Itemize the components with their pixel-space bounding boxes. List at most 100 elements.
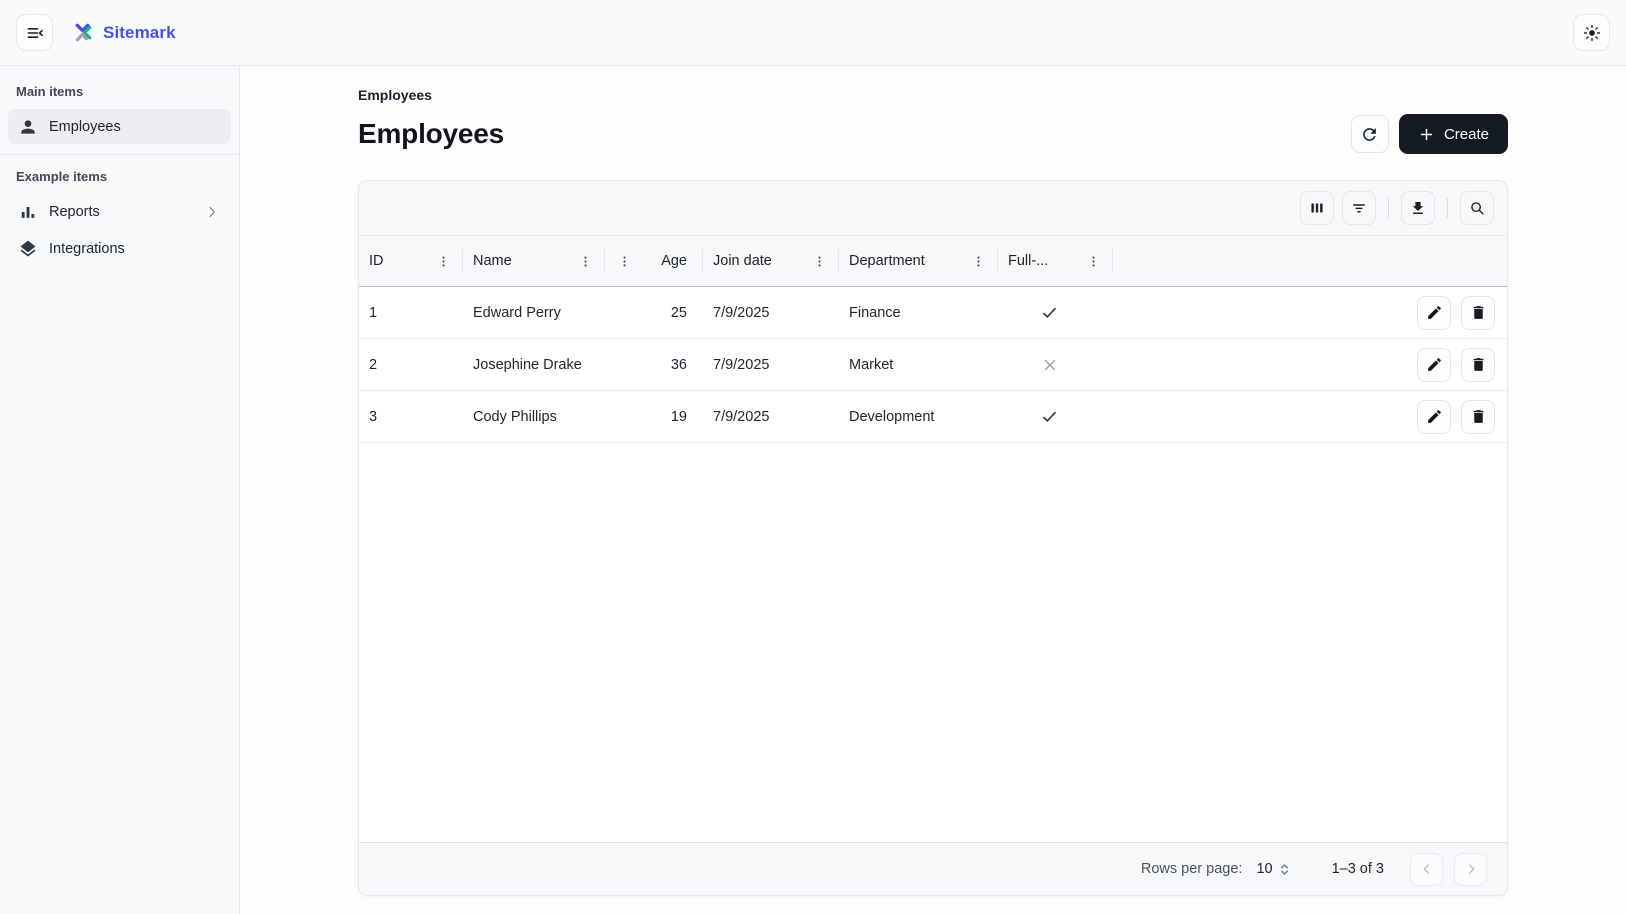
cell-department: Market <box>849 356 894 373</box>
column-menu-icon[interactable] <box>1084 252 1103 271</box>
column-header-department[interactable]: Department <box>839 245 998 277</box>
pencil-icon <box>1426 356 1443 373</box>
data-grid: ID Name Age <box>358 180 1508 896</box>
edit-button[interactable] <box>1417 399 1451 434</box>
top-bar: Sitemark <box>0 0 1626 66</box>
sidebar-item-label: Employees <box>49 118 121 135</box>
export-button[interactable] <box>1401 191 1435 225</box>
cell-join-date: 7/9/2025 <box>713 356 770 373</box>
pencil-icon <box>1426 304 1443 321</box>
columns-button[interactable] <box>1300 191 1334 225</box>
refresh-icon <box>1360 125 1379 144</box>
toolbar-divider <box>1447 198 1448 218</box>
filter-icon <box>1350 199 1368 217</box>
pagination-range: 1–3 of 3 <box>1331 861 1384 877</box>
brand-name: Sitemark <box>103 22 176 42</box>
close-icon <box>1041 356 1059 374</box>
grid-footer: Rows per page: 10 1–3 of 3 <box>359 842 1507 895</box>
column-menu-icon[interactable] <box>434 252 453 271</box>
filter-button[interactable] <box>1342 191 1376 225</box>
next-page-button[interactable] <box>1454 852 1487 886</box>
row-actions <box>1379 399 1507 434</box>
cell-join-date: 7/9/2025 <box>713 408 770 425</box>
cell-id: 2 <box>369 356 378 373</box>
check-icon <box>1040 407 1059 426</box>
rows-per-page-value: 10 <box>1256 861 1273 877</box>
column-header-age[interactable]: Age <box>605 245 703 277</box>
sidebar-section-example-items: Example items <box>16 169 108 184</box>
plus-icon <box>1418 126 1435 143</box>
sidebar-item-employees[interactable]: Employees <box>8 109 231 144</box>
bar-chart-icon <box>18 202 38 222</box>
delete-button[interactable] <box>1461 399 1495 434</box>
cell-id: 3 <box>369 408 378 425</box>
cell-name: Cody Phillips <box>473 408 557 425</box>
chevron-right-icon <box>1463 861 1479 877</box>
create-button[interactable]: Create <box>1398 114 1508 154</box>
main-content: Employees Employees <box>240 66 1626 914</box>
cell-id: 1 <box>369 304 378 321</box>
column-menu-icon[interactable] <box>576 252 595 271</box>
download-icon <box>1409 199 1427 217</box>
cell-age: 36 <box>670 356 687 373</box>
edit-button[interactable] <box>1417 347 1451 382</box>
edit-button[interactable] <box>1417 295 1451 330</box>
trash-icon <box>1470 304 1487 321</box>
layers-icon <box>18 239 38 259</box>
column-header-name[interactable]: Name <box>463 245 605 277</box>
columns-icon <box>1308 199 1326 217</box>
cell-age: 25 <box>670 304 687 321</box>
search-button[interactable] <box>1460 191 1494 225</box>
sidebar-item-label: Reports <box>49 203 100 220</box>
cell-name: Josephine Drake <box>473 356 582 373</box>
column-header-join-date[interactable]: Join date <box>703 245 839 277</box>
delete-button[interactable] <box>1461 347 1495 382</box>
delete-button[interactable] <box>1461 295 1495 330</box>
cell-age: 19 <box>670 408 687 425</box>
column-menu-icon[interactable] <box>615 252 634 271</box>
sidebar-section-main-items: Main items <box>16 84 84 99</box>
table-row[interactable]: 3 Cody Phillips 19 7/9/2025 Development <box>359 391 1507 443</box>
sidebar-item-reports[interactable]: Reports <box>8 194 231 229</box>
sidebar-item-label: Integrations <box>49 240 125 257</box>
sidebar-divider <box>0 154 239 155</box>
spinner-icon <box>1277 862 1292 877</box>
page-title: Employees <box>358 118 505 149</box>
create-button-label: Create <box>1443 125 1489 143</box>
column-menu-icon[interactable] <box>810 252 829 271</box>
toolbar-divider <box>1388 198 1389 218</box>
grid-toolbar <box>359 181 1507 235</box>
row-actions <box>1379 295 1507 330</box>
trash-icon <box>1470 356 1487 373</box>
grid-empty-area <box>359 443 1507 842</box>
row-actions <box>1379 347 1507 382</box>
sidebar: Main items Employees Example items Repor… <box>0 66 240 914</box>
cell-full-time <box>998 407 1113 426</box>
person-icon <box>18 117 38 137</box>
column-header-id[interactable]: ID <box>359 245 463 277</box>
trash-icon <box>1470 408 1487 425</box>
search-icon <box>1468 199 1486 217</box>
breadcrumb: Employees <box>358 87 432 103</box>
rows-per-page-select[interactable]: 10 <box>1256 861 1291 877</box>
cell-name: Edward Perry <box>473 304 561 321</box>
chevron-right-icon <box>203 203 221 221</box>
rows-per-page-label: Rows per page: <box>1140 861 1243 877</box>
column-header-full-time[interactable]: Full-... <box>998 245 1113 277</box>
grid-header-row: ID Name Age <box>359 235 1507 287</box>
previous-page-button[interactable] <box>1410 852 1443 886</box>
column-header-actions <box>1379 245 1507 277</box>
table-row[interactable]: 1 Edward Perry 25 7/9/2025 Finance <box>359 287 1507 339</box>
sidebar-toggle-button[interactable] <box>16 14 53 51</box>
theme-toggle-button[interactable] <box>1573 14 1610 51</box>
cell-department: Finance <box>849 304 901 321</box>
refresh-button[interactable] <box>1350 115 1389 153</box>
sitemark-logo-icon <box>71 21 94 44</box>
chevron-left-icon <box>1419 861 1435 877</box>
cell-join-date: 7/9/2025 <box>713 304 770 321</box>
column-menu-icon[interactable] <box>969 252 988 271</box>
sidebar-item-integrations[interactable]: Integrations <box>8 231 231 266</box>
table-row[interactable]: 2 Josephine Drake 36 7/9/2025 Market <box>359 339 1507 391</box>
sun-icon <box>1582 23 1602 43</box>
check-icon <box>1040 303 1059 322</box>
